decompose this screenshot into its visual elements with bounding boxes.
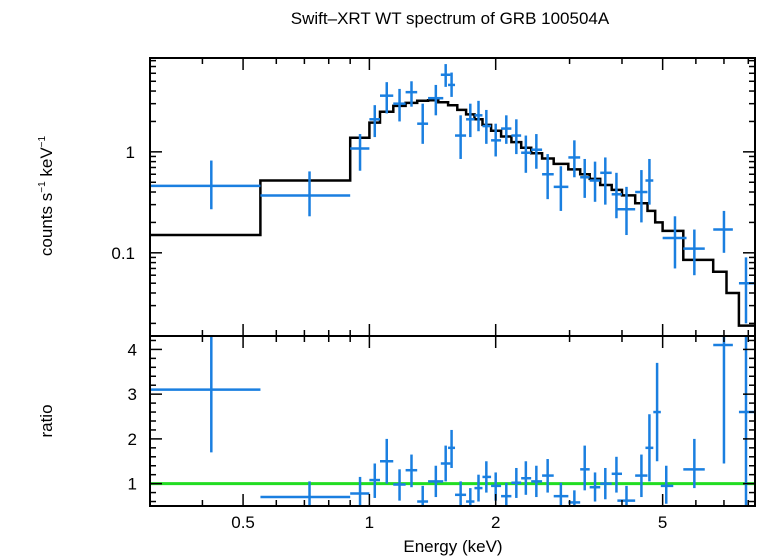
y-tick-label-main: 1 bbox=[126, 143, 135, 162]
ratio-point bbox=[617, 485, 636, 506]
ratio-point bbox=[260, 481, 351, 506]
data-point bbox=[150, 160, 261, 210]
data-point bbox=[645, 158, 654, 205]
ratio-point bbox=[713, 336, 733, 464]
data-point bbox=[501, 115, 512, 144]
data-point bbox=[635, 170, 648, 223]
ratio-point bbox=[653, 362, 661, 462]
ratio-point bbox=[600, 467, 612, 500]
data-point bbox=[350, 134, 370, 171]
ratio-point bbox=[405, 454, 418, 488]
data-point bbox=[466, 103, 475, 138]
data-point bbox=[511, 119, 522, 155]
data-point bbox=[448, 72, 456, 97]
y-axis-label-ratio: ratio bbox=[37, 404, 56, 437]
data-point bbox=[617, 186, 636, 236]
chart-title: Swift–XRT WT spectrum of GRB 100504A bbox=[291, 9, 610, 28]
data-point bbox=[521, 135, 532, 173]
ratio-point bbox=[683, 438, 705, 489]
ratio-point bbox=[521, 461, 532, 495]
x-axis-label: Energy (keV) bbox=[403, 537, 502, 556]
y-axis-label-main: counts s−1 keV−1 bbox=[37, 135, 56, 256]
data-point bbox=[600, 157, 612, 205]
data-point bbox=[260, 171, 351, 217]
ratio-point bbox=[568, 490, 581, 506]
ratio-point bbox=[482, 461, 492, 493]
ratio-point bbox=[350, 476, 370, 506]
ratio-point bbox=[448, 429, 456, 468]
y-tick-label-ratio: 4 bbox=[128, 340, 137, 359]
data-point bbox=[440, 64, 451, 87]
ratio-point bbox=[660, 465, 674, 504]
x-tick-label: 1 bbox=[365, 513, 374, 532]
ratio-point bbox=[455, 481, 467, 506]
ratio-point bbox=[542, 459, 554, 493]
data-point bbox=[611, 172, 622, 219]
data-point bbox=[405, 81, 418, 107]
data-point bbox=[417, 103, 429, 144]
data-point bbox=[589, 161, 601, 202]
ratio-point bbox=[393, 469, 406, 501]
ratio-point bbox=[531, 465, 543, 498]
svg-text:counts s−1 keV−1: counts s−1 keV−1 bbox=[37, 135, 56, 256]
data-point bbox=[713, 210, 733, 253]
ratio-point bbox=[440, 445, 451, 482]
y-ticks-ratio: 1 2 3 4 bbox=[128, 339, 755, 503]
ratio-point bbox=[611, 456, 622, 493]
ylabel-kev: keV bbox=[37, 147, 56, 182]
ylabel-counts: counts s bbox=[37, 193, 56, 256]
x-tick-label: 2 bbox=[491, 513, 500, 532]
y-ticks-main: 0.11 bbox=[111, 59, 755, 325]
data-point bbox=[531, 134, 543, 169]
ratio-point bbox=[150, 336, 261, 453]
ratio-point bbox=[553, 482, 569, 506]
data-point bbox=[580, 158, 590, 198]
data-point bbox=[553, 166, 569, 211]
y-tick-label-ratio: 3 bbox=[128, 385, 137, 404]
ratio-point bbox=[645, 414, 654, 482]
y-tick-label-main: 0.1 bbox=[111, 244, 135, 263]
x-tick-label: 5 bbox=[658, 513, 667, 532]
ratio-point bbox=[380, 438, 394, 484]
y-tick-label-ratio: 1 bbox=[128, 475, 137, 494]
data-group bbox=[150, 64, 755, 324]
data-point bbox=[542, 154, 554, 200]
data-point bbox=[568, 140, 581, 178]
ratio-data-group bbox=[150, 336, 755, 506]
data-point bbox=[393, 88, 406, 122]
ratio-point bbox=[635, 454, 648, 498]
data-point bbox=[428, 84, 444, 116]
y-tick-label-ratio: 2 bbox=[128, 430, 137, 449]
ratio-panel: 0.5 1 2 5 1 2 3 4 bbox=[128, 58, 756, 532]
data-point bbox=[369, 105, 381, 138]
data-point bbox=[662, 216, 687, 269]
ratio-point bbox=[501, 482, 512, 506]
ratio-point bbox=[580, 445, 590, 491]
ratio-point bbox=[474, 474, 483, 502]
ratio-point bbox=[428, 465, 444, 498]
x-tick-label: 0.5 bbox=[231, 513, 255, 532]
data-point bbox=[482, 109, 492, 144]
data-point bbox=[380, 82, 394, 114]
data-point bbox=[683, 229, 705, 276]
data-point bbox=[455, 115, 467, 159]
ratio-point bbox=[417, 485, 429, 506]
ratio-point bbox=[511, 467, 522, 498]
data-point bbox=[474, 100, 483, 132]
ylabel-sup2: −1 bbox=[37, 135, 48, 147]
ratio-point bbox=[466, 488, 475, 506]
ylabel-sup1: −1 bbox=[37, 181, 48, 193]
ratio-point bbox=[589, 472, 601, 502]
ratio-point bbox=[369, 463, 381, 498]
data-point bbox=[491, 123, 502, 157]
